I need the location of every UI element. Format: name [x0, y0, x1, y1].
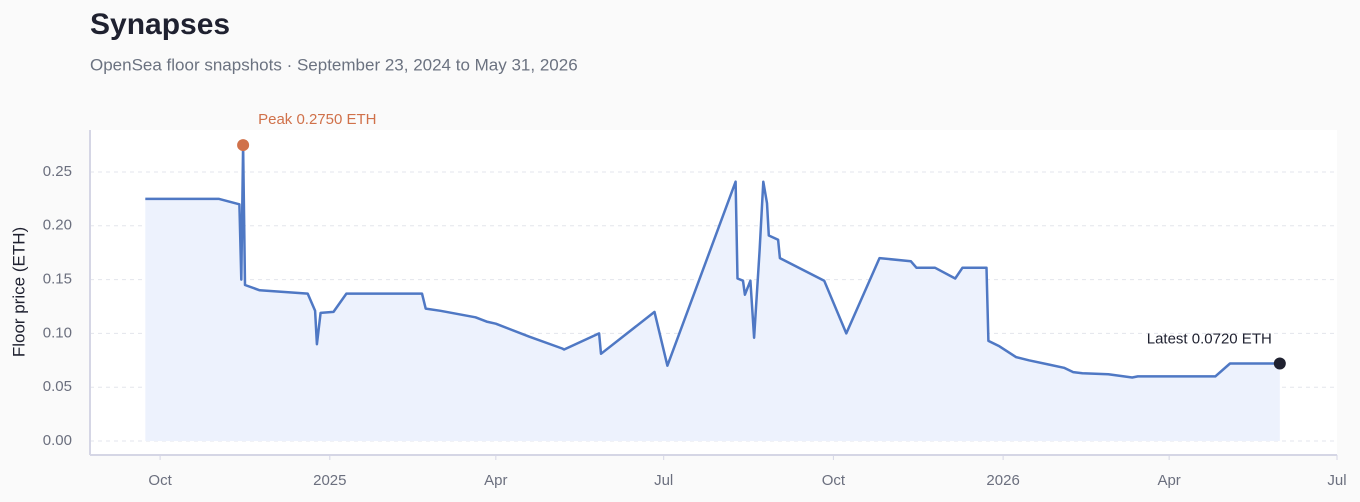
y-tick-label: 0.00: [43, 432, 72, 449]
x-tick-label: Oct: [822, 472, 846, 489]
line: [145, 143, 1280, 379]
chart-title: Synapses: [90, 8, 230, 41]
y-tick-label: 0.20: [43, 217, 72, 234]
x-tick-label: Oct: [148, 472, 172, 489]
x-tick-label: 2026: [986, 472, 1019, 489]
y-tick-label: 0.05: [43, 378, 72, 395]
x-tick-label: Jul: [1327, 472, 1346, 489]
x-tick-label: Apr: [1157, 472, 1180, 489]
peak-marker: [237, 139, 250, 152]
area: [145, 145, 1280, 442]
x-tick-label: 2025: [313, 472, 346, 489]
x-tick-label: Jul: [654, 472, 673, 489]
chart-subtitle: OpenSea floor snapshots · September 23, …: [90, 55, 578, 74]
y-tick-label: 0.25: [43, 163, 72, 180]
x-tick-label: Apr: [484, 472, 507, 489]
latest-marker: [1273, 357, 1286, 370]
peak-label: Peak 0.2750 ETH: [258, 111, 376, 128]
y-tick-label: 0.10: [43, 324, 72, 341]
y-axis-label: Floor price (ETH): [9, 227, 28, 357]
latest-label: Latest 0.0720 ETH: [1147, 330, 1272, 347]
y-tick-label: 0.15: [43, 271, 72, 288]
